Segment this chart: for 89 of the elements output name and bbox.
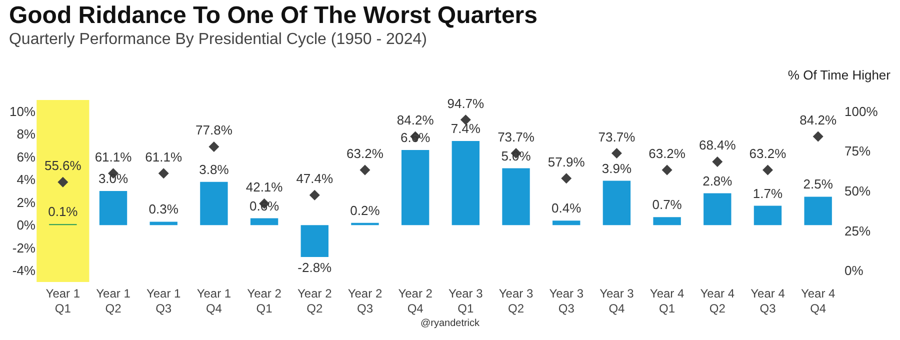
x-tick-label: Year 2 Q4 [398,286,433,316]
chart-title: Good Riddance To One Of The Worst Quarters [8,2,538,29]
bar [653,217,681,226]
point [561,173,572,184]
x-tick-label: Year 1 Q3 [146,286,182,316]
x-tick-label: Year 1 Q1 [46,286,80,316]
data-label: 94.7% [447,96,485,111]
x-tick-label: Year 4 Q4 [800,286,836,316]
data-label: 73.7% [498,129,535,144]
bar [200,182,228,226]
data-label: 0.6% [249,198,280,214]
x-tick-label: Year 2 Q1 [247,286,282,316]
data-label: 2.8% [702,173,733,188]
bar [300,225,328,257]
x-tick-label: Year 2 Q2 [298,286,332,316]
data-label: 84.2% [396,112,434,128]
x-tick-label: Year 4 Q2 [700,286,735,316]
x-tick-label: Year 3 Q3 [549,286,584,316]
x-tick-label: Year 1 Q4 [196,286,232,316]
point [208,141,220,152]
data-label: 3.9% [602,160,632,176]
bar [552,220,580,226]
bar [150,222,178,226]
data-label: 57.9% [548,154,586,170]
y-tick-label: -4% [12,263,36,278]
x-tick-label: Year 4 Q1 [650,286,684,316]
bar [452,140,480,226]
data-label: 47.4% [296,171,334,186]
data-label: 55.6% [44,158,82,174]
y-tick-label: -2% [12,240,36,256]
data-label: 77.8% [196,122,233,138]
bar [250,218,278,226]
bar [401,150,430,226]
y-tick-label: 10% [9,104,36,119]
bar [704,193,732,226]
point [712,156,723,167]
y-tick-label: 0% [16,218,36,233]
point [611,148,622,158]
bar [804,196,832,226]
data-label: 73.7% [598,129,636,144]
data-label: 63.2% [346,146,384,161]
y2-tick-label: 0% [844,263,864,278]
y2-axis-title: % Of Time Higher [788,68,892,82]
data-label: 61.1% [94,149,132,164]
point [158,168,169,179]
point [662,164,672,176]
data-label: 5.0% [501,148,532,164]
y-tick-label: 8% [16,126,36,142]
y2-tick-label: 100% [844,104,878,119]
chart-subtitle: Quarterly Performance By Presidential Cycle (1950 - 2024) [8,31,427,48]
data-label: 0.1% [48,204,78,219]
x-tick-label: Year 4 Q3 [750,286,786,316]
bar [502,168,530,226]
data-label: -2.8% [298,260,332,275]
y-tick-label: 6% [16,149,36,164]
data-label: 68.4% [698,138,736,153]
bar [602,180,631,226]
data-label: 0.7% [652,197,682,212]
data-label: 63.2% [749,146,787,161]
data-label: 84.2% [800,112,837,128]
x-tick-label: Year 3 Q2 [498,286,534,316]
y2-tick-label: 50% [844,184,871,198]
y-tick-label: 2% [16,194,36,210]
x-tick-label: Year 1 Q2 [96,286,131,316]
point [360,164,370,176]
text: @ryandetrick [419,318,481,329]
point [762,164,773,176]
data-label: 0.3% [148,202,179,217]
y2-tick-label: 75% [844,144,871,159]
x-tick-label: Year 3 Q4 [600,286,634,316]
data-label: 7.4% [450,120,481,136]
point [812,131,824,142]
point [309,190,320,200]
data-label: 61.1% [145,149,182,164]
x-tick-label: Year 2 Q3 [348,286,382,316]
data-label: 0.2% [350,202,380,218]
data-label: 3.0% [98,171,129,186]
x-tick-label: Year 3 Q1 [448,286,484,316]
data-label: 42.1% [246,180,284,195]
bar [99,191,128,226]
data-label: 3.8% [199,162,230,177]
data-label: 2.5% [803,176,834,192]
data-label: 0.4% [552,200,582,216]
data-label: 63.2% [648,146,686,161]
data-label: 1.7% [752,186,783,201]
y2-tick-label: 25% [844,223,871,238]
bar [754,206,782,226]
y-tick-label: 4% [16,172,36,188]
point [58,176,68,188]
